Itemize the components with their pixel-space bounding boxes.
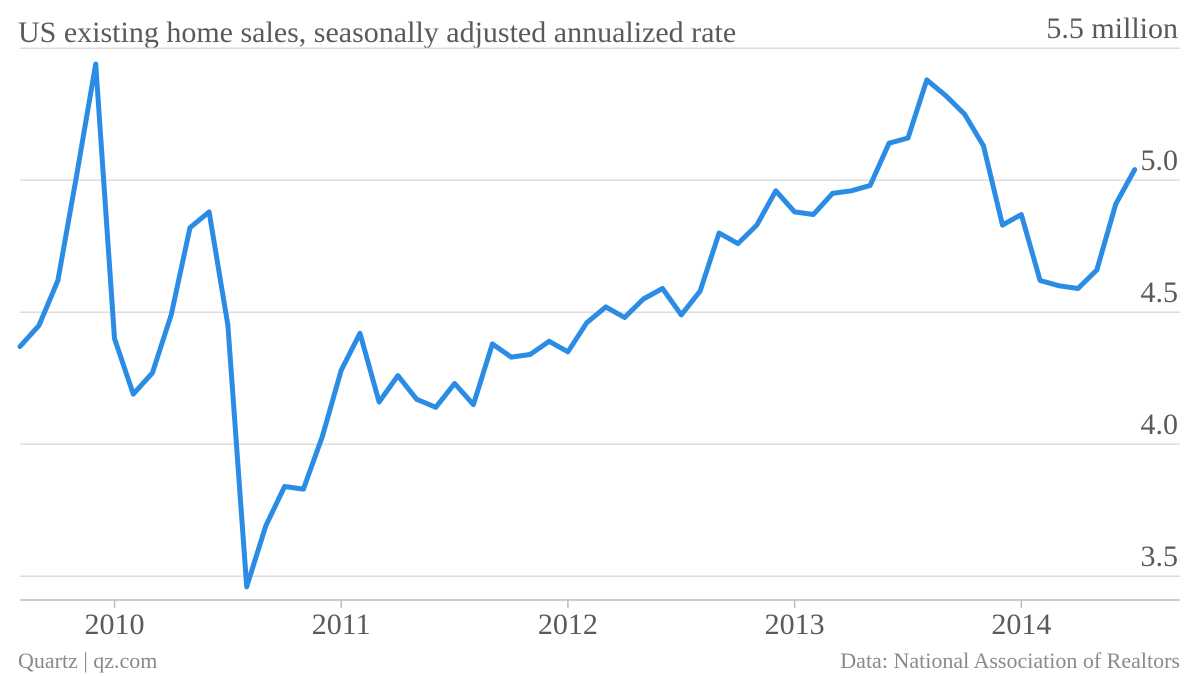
y-tick-label: 4.0 xyxy=(1141,408,1179,441)
chart-title: US existing home sales, seasonally adjus… xyxy=(18,16,736,49)
source-left: Quartz | qz.com xyxy=(18,648,157,673)
source-right: Data: National Association of Realtors xyxy=(840,648,1180,673)
x-tick-label: 2011 xyxy=(312,608,371,641)
x-tick-label: 2014 xyxy=(991,608,1051,641)
y-tick-label: 5.0 xyxy=(1141,144,1179,177)
y-tick-label: 3.5 xyxy=(1141,540,1179,573)
x-tick-label: 2012 xyxy=(538,608,598,641)
y-tick-label: 4.5 xyxy=(1141,276,1179,309)
data-line xyxy=(17,61,1138,590)
x-tick-label: 2013 xyxy=(765,608,825,641)
x-tick-label: 2010 xyxy=(85,608,145,641)
y-tick-label: 5.5 million xyxy=(1046,12,1178,45)
